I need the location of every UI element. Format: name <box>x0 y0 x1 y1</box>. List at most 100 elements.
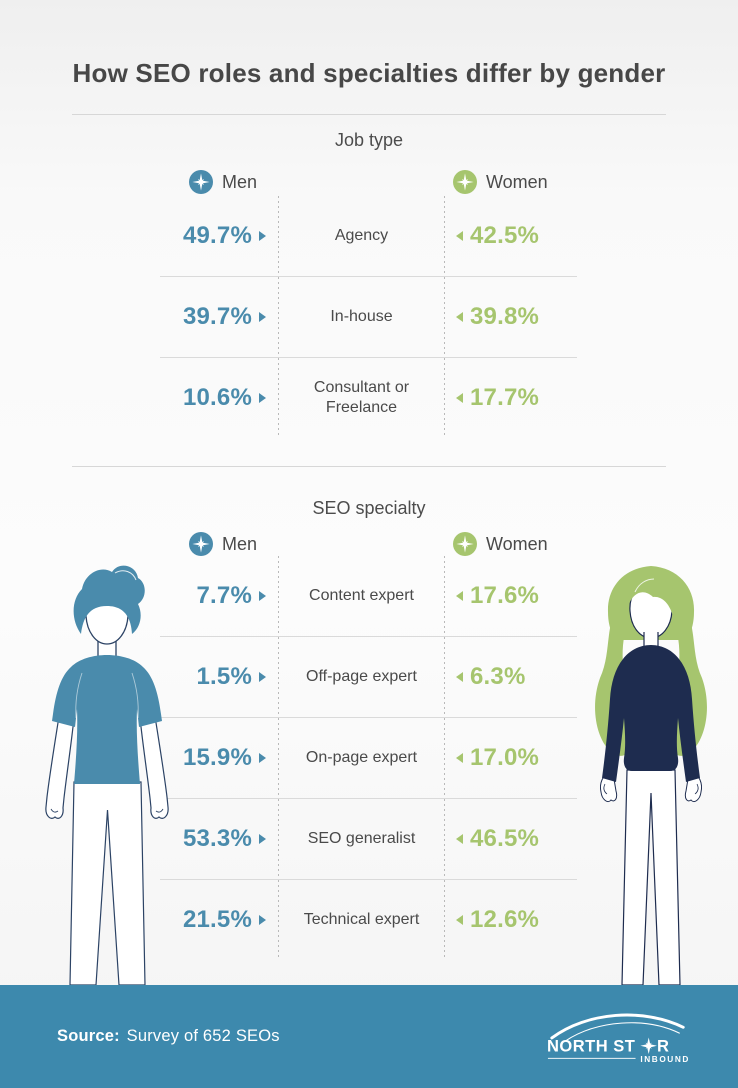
men-cell: 1.5% <box>160 637 278 717</box>
footer: Source: Survey of 652 SEOs NORTH ST R IN… <box>0 985 738 1088</box>
men-cell: 10.6% <box>160 358 278 438</box>
arrow-right-icon <box>259 915 266 925</box>
table-row: 39.7% In-house 39.8% <box>160 276 577 357</box>
legend-men-label: Men <box>222 171 258 192</box>
legend-women: Women <box>453 532 548 556</box>
category-label: Technical expert <box>303 911 420 928</box>
table-row: 15.9% On-page expert 17.0% <box>160 717 577 798</box>
logo-text-part1: NORTH ST <box>547 1036 635 1055</box>
arrow-left-icon <box>456 672 463 682</box>
category-cell: Technical expert <box>279 880 444 960</box>
dashed-divider-right <box>444 556 445 636</box>
category-cell: Consultant or Freelance <box>279 358 444 438</box>
legend-women-label: Women <box>486 533 548 554</box>
woman-left-hand-curl <box>603 783 608 795</box>
category-cell: On-page expert <box>279 718 444 798</box>
men-value: 21.5% <box>182 906 252 933</box>
category-cell: SEO generalist <box>279 799 444 879</box>
category-label: SEO generalist <box>307 830 416 847</box>
women-cell: 42.5% <box>445 196 577 276</box>
men-value: 10.6% <box>182 384 252 411</box>
arrow-left-icon <box>456 591 463 601</box>
dashed-divider-right <box>444 196 445 276</box>
category-cell: Content expert <box>279 556 444 636</box>
table-row: 21.5% Technical expert 12.6% <box>160 879 577 960</box>
man-shirt-fold-right <box>131 672 139 719</box>
logo-arc-outer <box>550 1013 685 1039</box>
table-row: 49.7% Agency 42.5% <box>160 196 577 276</box>
logo-star-icon <box>640 1036 657 1054</box>
men-cell: 21.5% <box>160 880 278 960</box>
man-shirt <box>52 655 162 784</box>
men-cell: 49.7% <box>160 196 278 276</box>
men-value: 15.9% <box>182 744 252 771</box>
man-hair <box>73 565 145 634</box>
dashed-divider-right <box>444 358 445 438</box>
arrow-right-icon <box>259 834 266 844</box>
legend-women: Women <box>453 170 548 194</box>
page-title: How SEO roles and specialties differ by … <box>72 58 666 88</box>
women-cell: 39.8% <box>445 277 577 357</box>
dashed-divider-left <box>278 196 279 276</box>
arrow-right-icon <box>259 591 266 601</box>
women-value: 17.7% <box>470 384 540 411</box>
woman-hair-fringe <box>627 578 678 620</box>
women-value: 39.8% <box>470 303 540 330</box>
dashed-divider-right <box>444 637 445 717</box>
women-cell: 17.0% <box>445 718 577 798</box>
woman-illustration <box>595 566 707 985</box>
man-left-arm <box>45 709 75 819</box>
women-cell: 17.6% <box>445 556 577 636</box>
man-illustration <box>45 565 169 985</box>
men-star-icon <box>189 170 213 194</box>
category-cell: Agency <box>279 196 444 276</box>
dashed-divider-right <box>444 718 445 798</box>
logo-text-part2: R <box>657 1036 669 1055</box>
man-hair-highlight <box>114 570 137 581</box>
men-value: 7.7% <box>196 582 252 609</box>
women-star-icon <box>453 532 477 556</box>
men-value: 49.7% <box>182 222 252 249</box>
man-shirt-fold-left <box>75 672 83 719</box>
arrow-left-icon <box>456 753 463 763</box>
man-right-arm <box>139 709 169 819</box>
arrow-left-icon <box>456 834 463 844</box>
arrow-right-icon <box>259 393 266 403</box>
north-star-inbound-logo: NORTH ST R INBOUND <box>547 1013 688 1063</box>
men-cell: 7.7% <box>160 556 278 636</box>
arrow-left-icon <box>456 312 463 322</box>
table-row: 10.6% Consultant or Freelance 17.7% <box>160 357 577 438</box>
women-cell: 12.6% <box>445 880 577 960</box>
men-cell: 15.9% <box>160 718 278 798</box>
table-row: 53.3% SEO generalist 46.5% <box>160 798 577 879</box>
arrow-right-icon <box>259 672 266 682</box>
source-text: Source: Survey of 652 SEOs <box>57 1027 280 1045</box>
arrow-left-icon <box>456 231 463 241</box>
woman-right-hand-curl <box>694 783 699 795</box>
section-title: SEO specialty <box>312 498 426 518</box>
legend-men: Men <box>189 532 257 556</box>
men-value: 1.5% <box>196 663 252 690</box>
category-label: Content expert <box>309 587 414 604</box>
logo-arc-inner <box>564 1021 680 1041</box>
men-cell: 39.7% <box>160 277 278 357</box>
category-cell: Off-page expert <box>279 637 444 717</box>
table-row: 1.5% Off-page expert 6.3% <box>160 636 577 717</box>
dashed-divider-left <box>278 637 279 717</box>
man-left-hand-curl <box>50 808 59 813</box>
arrow-left-icon <box>456 393 463 403</box>
dashed-divider-right <box>444 880 445 960</box>
dashed-divider-left <box>278 556 279 636</box>
category-label: On-page expert <box>305 749 418 766</box>
rows: 7.7% Content expert 17.6% 1.5% Off-page … <box>160 556 577 960</box>
legend-men-label: Men <box>222 533 258 554</box>
woman-pants <box>621 769 681 985</box>
arrow-right-icon <box>259 312 266 322</box>
women-cell: 46.5% <box>445 799 577 879</box>
men-star-icon <box>189 532 213 556</box>
dashed-divider-left <box>278 358 279 438</box>
arrow-right-icon <box>259 753 266 763</box>
man-right-hand-curl <box>155 808 164 813</box>
women-value: 46.5% <box>470 825 540 852</box>
